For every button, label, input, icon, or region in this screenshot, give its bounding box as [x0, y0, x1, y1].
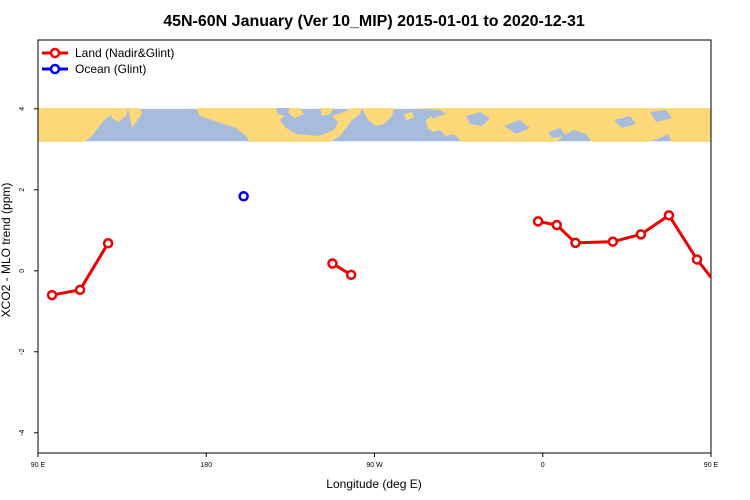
series-line-land	[537, 213, 711, 280]
x-tick-label: 90 W	[366, 462, 383, 469]
data-point-land	[607, 236, 619, 247]
data-point-land	[721, 291, 729, 299]
x-tick-label: 90 E	[704, 462, 719, 469]
legend-marker-land	[49, 47, 61, 59]
data-point-land	[663, 210, 675, 221]
y-tick-label: 4	[19, 107, 26, 111]
series-ocean	[238, 191, 249, 202]
x-axis: 90 E 180 90 W 0 90 E	[31, 453, 719, 469]
world-map-band	[38, 108, 711, 142]
y-axis-label: XCO2 - MLO trend (ppm)	[0, 183, 13, 318]
data-point-land	[327, 258, 338, 269]
legend-label-ocean: Ocean (Glint)	[75, 62, 146, 76]
data-point-land	[570, 237, 581, 249]
y-axis: -4 -2 0 2 4	[19, 107, 38, 436]
series-land	[46, 210, 729, 301]
x-tick-label: 0	[541, 462, 545, 469]
map-land-masses	[38, 108, 711, 142]
y-tick-label: -4	[19, 430, 26, 436]
y-tick-label: 0	[19, 269, 26, 273]
data-point-land	[532, 216, 544, 227]
data-point-land	[74, 284, 86, 296]
x-tick-label: 180	[200, 462, 212, 469]
data-point-land	[345, 269, 357, 281]
x-axis-label: Longitude (deg E)	[326, 477, 421, 491]
data-point-land	[46, 289, 58, 301]
y-tick-label: 2	[19, 188, 26, 192]
chart-title: 45N-60N January (Ver 10_MIP) 2015-01-01 …	[163, 13, 585, 30]
data-point-land	[102, 238, 114, 249]
legend: Land (Nadir&Glint) Ocean (Glint)	[42, 46, 174, 76]
data-point-ocean	[238, 191, 249, 202]
legend-label-land: Land (Nadir&Glint)	[75, 46, 174, 60]
map-inland-water	[276, 108, 672, 138]
data-point-land	[691, 254, 703, 265]
legend-marker-ocean	[49, 63, 61, 75]
x-tick-label: 90 E	[31, 462, 46, 469]
plot-frame	[37, 39, 712, 454]
y-tick-label: -2	[19, 349, 26, 355]
data-point-land	[551, 219, 563, 231]
data-point-land	[635, 229, 647, 240]
series-layer	[46, 191, 729, 301]
